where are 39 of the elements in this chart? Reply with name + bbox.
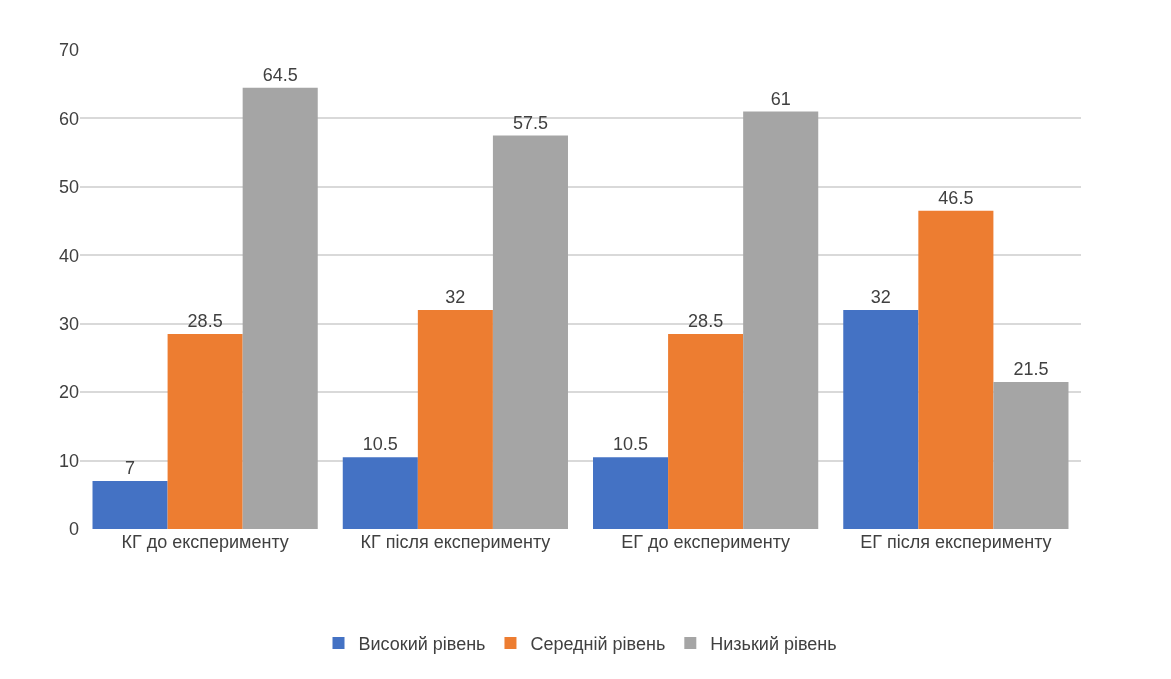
bar: [843, 310, 919, 529]
x-tick-label: КГ до експерименту: [121, 532, 289, 552]
bar: [593, 457, 669, 529]
data-label: 21.5: [1013, 358, 1049, 379]
data-label: 61: [770, 88, 791, 109]
y-tick-label: 40: [58, 245, 79, 266]
data-label: 57.5: [512, 112, 548, 133]
bar: [743, 111, 819, 529]
data-label: 32: [870, 287, 891, 308]
y-tick-label: 20: [58, 382, 79, 403]
y-tick-label: 10: [58, 450, 79, 471]
y-tick-label: 50: [58, 177, 79, 198]
y-tick-label: 30: [58, 314, 79, 335]
bar: [668, 333, 744, 529]
legend-label: Середній рівень: [530, 634, 666, 655]
legend-label: Низький рівень: [710, 634, 837, 655]
data-label: 28.5: [187, 310, 223, 331]
data-label: 10.5: [362, 434, 398, 455]
y-tick-label: 0: [68, 519, 79, 540]
bar: [167, 333, 243, 529]
data-label: 28.5: [688, 310, 724, 331]
legend-label: Високий рівень: [358, 634, 486, 655]
bar: [492, 135, 568, 529]
x-tick-label: КГ після експерименту: [360, 532, 551, 552]
bar: [993, 381, 1069, 529]
bar: [92, 481, 168, 529]
data-label: 7: [125, 458, 136, 479]
bar: [342, 457, 418, 529]
y-tick-label: 60: [58, 108, 79, 129]
data-label: 46.5: [938, 187, 974, 208]
bar: [918, 210, 994, 529]
bar: [242, 87, 318, 529]
x-tick-label: ЕГ після експерименту: [860, 532, 1052, 552]
data-label: 10.5: [613, 434, 649, 455]
data-label: 64.5: [262, 64, 298, 85]
y-tick-label: 70: [58, 40, 79, 61]
data-label: 32: [445, 287, 466, 308]
bar: [417, 310, 493, 529]
x-tick-label: ЕГ до експерименту: [621, 532, 791, 552]
